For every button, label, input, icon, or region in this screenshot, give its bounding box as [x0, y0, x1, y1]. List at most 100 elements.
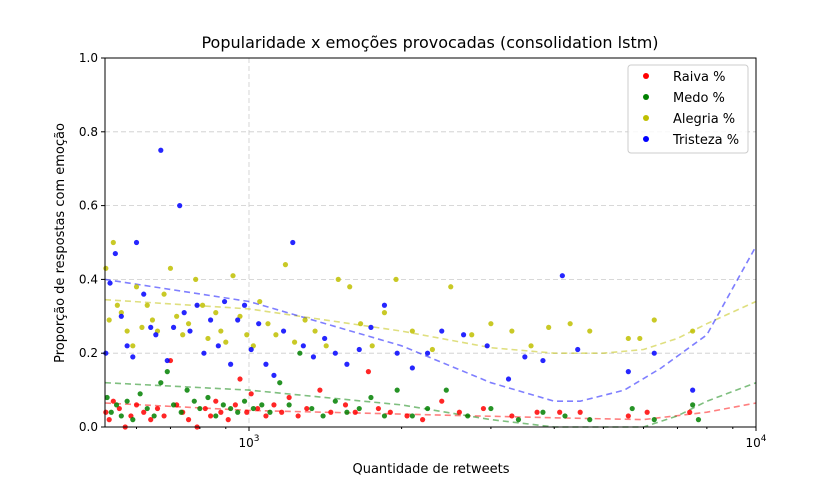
point-tristeza: [290, 239, 296, 246]
point-medo: [205, 394, 211, 401]
point-medo: [394, 387, 400, 393]
point-tristeza: [207, 317, 214, 323]
point-alegria: [567, 321, 573, 327]
point-medo: [332, 398, 338, 404]
point-alegria: [282, 262, 289, 268]
point-medo: [515, 417, 522, 423]
point-alegria: [690, 328, 696, 334]
point-raiva: [116, 405, 122, 412]
point-tristeza: [201, 350, 207, 356]
point-medo: [108, 409, 114, 415]
point-raiva: [687, 409, 693, 415]
point-medo: [344, 409, 350, 415]
point-medo: [235, 409, 241, 415]
point-medo: [241, 398, 248, 404]
point-alegria: [213, 310, 219, 316]
point-alegria: [257, 298, 263, 305]
point-tristeza: [187, 328, 193, 334]
point-medo: [409, 413, 415, 419]
point-medo: [286, 402, 292, 408]
point-medo: [651, 417, 657, 423]
point-alegria: [230, 273, 236, 279]
point-alegria: [124, 328, 130, 334]
point-raiva: [279, 409, 285, 415]
x-axis-label: Quantidade de retweets: [352, 462, 509, 477]
point-medo: [184, 387, 190, 393]
point-tristeza: [181, 310, 187, 316]
point-alegria: [312, 328, 318, 334]
point-tristeza: [170, 324, 177, 330]
point-tristeza: [484, 343, 490, 349]
point-raiva: [263, 413, 269, 419]
point-raiva: [154, 405, 161, 412]
point-medo: [220, 402, 226, 408]
point-tristeza: [194, 302, 200, 308]
point-alegria: [302, 317, 308, 323]
x-axis-ticks: 103 104: [136, 427, 767, 450]
point-raiva: [133, 402, 140, 408]
point-raiva: [342, 402, 349, 408]
point-alegria: [335, 276, 341, 282]
point-raiva: [185, 417, 192, 423]
point-alegria: [488, 321, 494, 327]
point-raiva: [404, 413, 410, 419]
point-raiva: [248, 391, 254, 397]
y-tick-label: 0.2: [79, 346, 98, 360]
plot-frame: [104, 57, 757, 428]
point-alegria: [144, 302, 150, 308]
point-alegria: [625, 335, 631, 342]
point-medo: [356, 405, 362, 412]
point-alegria: [651, 317, 657, 323]
point-tristeza: [153, 332, 159, 338]
point-tristeza: [118, 313, 124, 319]
point-tristeza: [124, 343, 130, 349]
point-raiva: [352, 409, 358, 415]
point-alegria: [393, 276, 399, 282]
point-raiva: [420, 417, 426, 423]
point-alegria: [469, 332, 475, 338]
point-medo: [562, 413, 568, 419]
point-alegria: [103, 265, 109, 271]
point-raiva: [218, 409, 224, 415]
point-medo: [130, 417, 136, 423]
point-alegria: [273, 332, 279, 338]
point-medo: [170, 402, 177, 408]
point-raiva: [271, 402, 277, 408]
point-alegria: [429, 346, 435, 353]
legend: Raiva % Medo % Alegria % Tristeza %: [627, 64, 749, 154]
x-tick-label: 104: [745, 434, 766, 450]
point-raiva: [375, 405, 382, 412]
point-medo: [488, 405, 494, 412]
point-raiva: [644, 409, 650, 415]
point-alegria: [244, 332, 250, 338]
point-medo: [424, 405, 431, 412]
point-alegria: [291, 339, 298, 345]
point-medo: [151, 413, 157, 419]
point-alegria: [223, 339, 229, 345]
point-alegria: [205, 335, 211, 342]
point-raiva: [106, 417, 112, 423]
point-alegria: [114, 302, 120, 308]
point-medo: [137, 391, 143, 397]
point-raiva: [534, 409, 540, 415]
point-medo: [164, 369, 170, 375]
point-raiva: [295, 413, 301, 419]
point-tristeza: [322, 335, 328, 342]
point-tristeza: [221, 298, 228, 305]
point-tristeza: [141, 291, 147, 297]
point-tristeza: [263, 361, 269, 367]
point-medo: [113, 402, 120, 408]
point-raiva: [161, 413, 167, 419]
point-alegria: [323, 343, 329, 349]
point-alegria: [509, 328, 515, 334]
point-alegria: [193, 276, 199, 282]
point-tristeza: [248, 346, 254, 353]
point-raiva: [456, 409, 462, 415]
point-alegria: [130, 343, 136, 349]
point-medo: [381, 413, 388, 419]
point-alegria: [199, 302, 206, 308]
point-alegria: [528, 343, 534, 349]
point-medo: [104, 394, 110, 401]
y-tick-label: 0.6: [79, 199, 98, 213]
point-raiva: [625, 413, 631, 419]
